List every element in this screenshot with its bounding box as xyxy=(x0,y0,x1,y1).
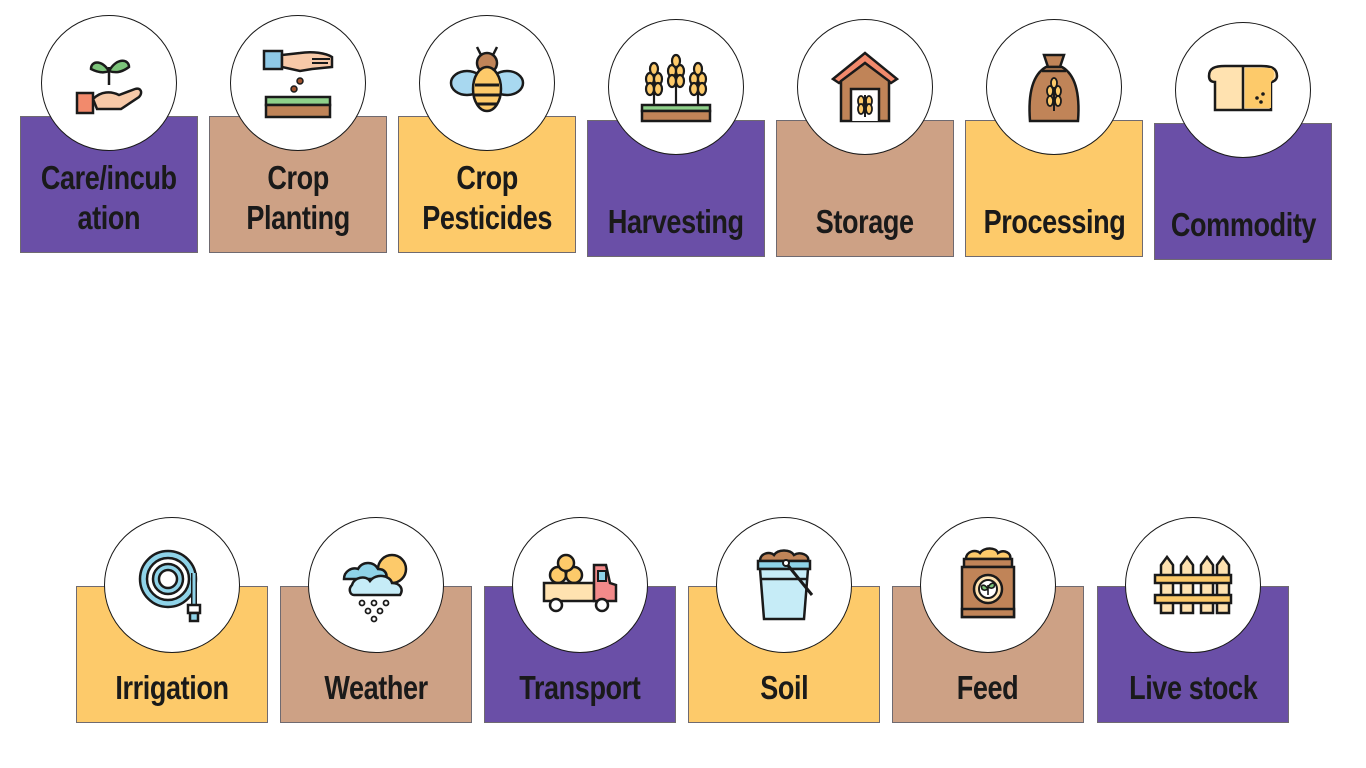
icon-circle xyxy=(1175,22,1311,158)
card-label: Soil xyxy=(760,669,808,706)
card-label: Live stock xyxy=(1128,669,1258,706)
card-weather: Weather xyxy=(280,517,472,723)
card-storage: Storage xyxy=(776,19,954,257)
card-crop-planting: Crop Planting xyxy=(209,15,387,253)
cloud-sun-rain-icon xyxy=(342,553,408,623)
hose-icon xyxy=(138,549,202,623)
card-live-stock: Live stock xyxy=(1097,517,1289,723)
fence-icon xyxy=(1153,554,1233,615)
feed-bag-icon xyxy=(960,547,1016,619)
card-box: Crop Pesticides xyxy=(398,116,576,253)
seed-planting-icon xyxy=(262,49,334,119)
card-label: Transport xyxy=(519,669,641,706)
card-feed: Feed xyxy=(892,517,1084,723)
card-care-incubation: Care/incub ation xyxy=(20,15,198,253)
card-soil: Soil xyxy=(688,517,880,723)
card-box: Commodity xyxy=(1154,123,1332,260)
card-label: Processing xyxy=(983,203,1125,240)
card-label: Weather xyxy=(324,669,428,706)
card-label: Harvesting xyxy=(608,203,744,240)
card-irrigation: Irrigation xyxy=(76,517,268,723)
icon-circle xyxy=(1125,517,1261,653)
card-label: Commodity xyxy=(1170,206,1316,243)
card-label: Crop Pesticides xyxy=(422,159,552,236)
card-label: Care/incub ation xyxy=(41,159,177,236)
icon-circle xyxy=(308,517,444,653)
icon-circle xyxy=(104,517,240,653)
truck-icon xyxy=(542,553,618,613)
card-crop-pesticides: Crop Pesticides xyxy=(398,15,576,253)
card-commodity: Commodity xyxy=(1154,22,1332,260)
icon-circle xyxy=(512,517,648,653)
icon-circle xyxy=(920,517,1056,653)
icon-circle xyxy=(230,15,366,151)
card-label: Crop Planting xyxy=(246,159,350,236)
card-label: Storage xyxy=(816,203,914,240)
grain-sack-icon xyxy=(1028,53,1080,123)
wheat-icon xyxy=(640,53,712,123)
soil-bucket-icon xyxy=(756,549,814,621)
hand-sprout-icon xyxy=(75,59,143,115)
icon-circle xyxy=(797,19,933,155)
granary-icon xyxy=(830,51,900,123)
card-processing: Processing xyxy=(965,19,1143,257)
card-label: Irrigation xyxy=(115,669,229,706)
bread-icon xyxy=(1207,64,1279,112)
card-harvesting: Harvesting xyxy=(587,19,765,257)
bee-icon xyxy=(449,46,525,113)
icon-circle xyxy=(608,19,744,155)
icon-circle xyxy=(419,15,555,151)
icon-circle xyxy=(986,19,1122,155)
card-box: Live stock xyxy=(1097,586,1289,723)
icon-circle xyxy=(716,517,852,653)
card-label: Feed xyxy=(957,669,1019,706)
card-transport: Transport xyxy=(484,517,676,723)
icon-circle xyxy=(41,15,177,151)
